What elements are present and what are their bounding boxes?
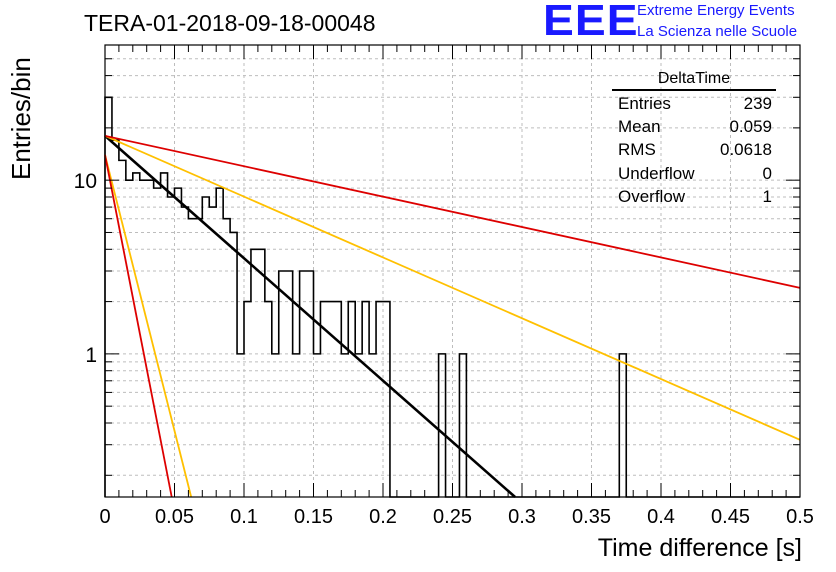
histogram-bin bbox=[168, 197, 175, 497]
fit-lines bbox=[104, 134, 801, 498]
histogram-bin bbox=[188, 219, 195, 497]
y-axis-label: Entries/bin bbox=[6, 57, 36, 180]
x-tick-label: 0.35 bbox=[572, 506, 611, 528]
stats-row-mean: Mean 0.059 bbox=[612, 115, 776, 138]
histogram-bin bbox=[258, 249, 265, 497]
histogram-bin bbox=[286, 271, 293, 497]
x-axis-label: Time difference [s] bbox=[597, 534, 802, 562]
x-tick-label: 0.25 bbox=[433, 506, 472, 528]
histogram-bin bbox=[126, 180, 133, 497]
histogram-bin bbox=[202, 197, 209, 497]
x-tick-label: 0.05 bbox=[155, 506, 194, 528]
histogram-bin bbox=[209, 207, 216, 497]
fit-line bbox=[104, 154, 193, 498]
stats-label: Overflow bbox=[618, 186, 686, 206]
x-tick-label: 0.15 bbox=[294, 506, 333, 528]
x-tick-label: 0 bbox=[99, 506, 110, 528]
histogram-bin bbox=[223, 219, 230, 497]
y-tick-label: 10 bbox=[74, 170, 97, 193]
stats-row-overflow: Overflow 1 bbox=[612, 185, 776, 208]
stats-value: 1 bbox=[762, 186, 772, 206]
stats-label: Underflow bbox=[618, 163, 695, 183]
stats-title: DeltaTime bbox=[612, 70, 776, 91]
histogram-bin bbox=[348, 302, 355, 497]
x-tick-label: 0.45 bbox=[711, 506, 750, 528]
stats-value: 0 bbox=[762, 163, 772, 183]
histogram-bin bbox=[147, 180, 154, 497]
histogram-bin bbox=[279, 271, 286, 497]
histogram-bin bbox=[327, 302, 334, 497]
stats-value: 0.0618 bbox=[720, 140, 772, 160]
eee-logo: EEE bbox=[543, 0, 639, 45]
stats-label: Mean bbox=[618, 117, 661, 137]
x-tick-label: 0.5 bbox=[786, 506, 814, 528]
fit-line bbox=[104, 135, 801, 441]
histogram-bin bbox=[265, 302, 272, 497]
brand-line-1: Extreme Energy Events bbox=[637, 2, 795, 19]
histogram-bin bbox=[244, 302, 251, 497]
histogram-bin bbox=[133, 173, 140, 497]
histogram-bin bbox=[334, 302, 341, 497]
histogram-bin bbox=[307, 271, 314, 497]
fit-line bbox=[104, 134, 516, 498]
x-tick-label: 0.3 bbox=[508, 506, 536, 528]
histogram-bin bbox=[195, 219, 202, 497]
stats-row-rms: RMS 0.0618 bbox=[612, 138, 776, 161]
fit-line bbox=[104, 154, 173, 498]
histogram-bin bbox=[230, 232, 237, 497]
stats-value: 0.059 bbox=[729, 117, 772, 137]
stats-label: RMS bbox=[618, 140, 656, 160]
fit-line bbox=[104, 134, 801, 289]
stats-value: 239 bbox=[743, 94, 772, 113]
histogram-bin bbox=[251, 249, 258, 497]
histogram-bin bbox=[154, 188, 161, 497]
stats-label: Entries bbox=[618, 94, 671, 113]
x-tick-label: 0.4 bbox=[647, 506, 675, 528]
histogram-bin bbox=[383, 302, 390, 497]
brand-line-2: La Scienza nelle Scuole bbox=[637, 23, 798, 40]
x-tick-label: 0.1 bbox=[230, 506, 258, 528]
histogram-bin bbox=[376, 302, 383, 497]
histogram-bin bbox=[362, 302, 369, 497]
histogram-bin bbox=[181, 207, 188, 497]
chart-title: TERA-01-2018-09-18-00048 bbox=[84, 10, 376, 36]
histogram-bin bbox=[300, 271, 307, 497]
stats-row-entries: Entries 239 bbox=[612, 92, 776, 115]
x-tick-label: 0.2 bbox=[369, 506, 397, 528]
stats-box: DeltaTime Entries 239 Mean 0.059 RMS 0.0… bbox=[612, 70, 776, 208]
stats-row-underflow: Underflow 0 bbox=[612, 162, 776, 185]
y-tick-label: 1 bbox=[85, 344, 97, 367]
